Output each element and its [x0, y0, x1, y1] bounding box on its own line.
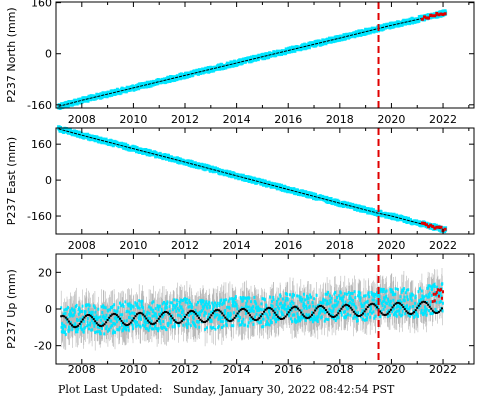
y-tick-label: 0: [45, 48, 52, 61]
x-tick-label: 2020: [377, 113, 405, 126]
footer-timestamp: Sunday, January 30, 2022 08:42:54 PST: [172, 383, 395, 396]
x-tick-label: 2016: [274, 239, 302, 252]
x-tick-label: 2008: [68, 239, 96, 252]
y-tick-label: -160: [27, 210, 52, 223]
x-tick-label: 2010: [119, 113, 147, 126]
y-axis-label: P237 North (mm): [5, 7, 18, 102]
data-band-panel-1: [57, 9, 448, 110]
x-tick-label: 2018: [326, 113, 354, 126]
x-tick-label: 2022: [429, 113, 457, 126]
x-tick-label: 2014: [223, 239, 251, 252]
x-tick-label: 2018: [326, 239, 354, 252]
x-tick-label: 2022: [429, 239, 457, 252]
y-axis-label: P237 East (mm): [5, 137, 18, 225]
x-tick-label: 2020: [377, 239, 405, 252]
plot-last-updated: Plot Last Updated: Sunday, January 30, 2…: [58, 383, 394, 396]
x-tick-label: 2012: [171, 239, 199, 252]
x-tick-label: 2012: [171, 363, 199, 376]
y-tick-label: 160: [31, 0, 52, 10]
plot-frame-panel-2: [55, 127, 475, 235]
y-axis-label: P237 Up (mm): [5, 269, 18, 349]
x-tick-label: 2008: [68, 363, 96, 376]
x-tick-label: 2014: [223, 363, 251, 376]
y-tick-label: 20: [38, 266, 52, 279]
x-tick-label: 2010: [119, 363, 147, 376]
plot-frame-panel-1: [55, 1, 475, 109]
y-tick-label: 0: [45, 174, 52, 187]
x-tick-label: 2014: [223, 113, 251, 126]
x-tick-label: 2022: [429, 363, 457, 376]
model-line-panel-1: [58, 12, 446, 107]
x-tick-label: 2008: [68, 113, 96, 126]
x-tick-label: 2010: [119, 239, 147, 252]
y-tick-label: -160: [27, 99, 52, 112]
x-tick-label: 2018: [326, 363, 354, 376]
seasonal-model-panel-3: [60, 300, 443, 329]
y-tick-label: -20: [34, 340, 52, 353]
x-tick-label: 2020: [377, 363, 405, 376]
x-tick-label: 2016: [274, 113, 302, 126]
data-points-panel-3: [60, 282, 444, 336]
recent-points-panel-1: [420, 12, 447, 21]
model-line-panel-2: [58, 128, 446, 231]
y-tick-label: 160: [31, 138, 52, 151]
recent-points-panel-3: [431, 288, 444, 304]
y-tick-label: 0: [45, 303, 52, 316]
x-tick-label: 2016: [274, 363, 302, 376]
x-tick-label: 2012: [171, 113, 199, 126]
footer-label: Plot Last Updated:: [58, 383, 163, 396]
